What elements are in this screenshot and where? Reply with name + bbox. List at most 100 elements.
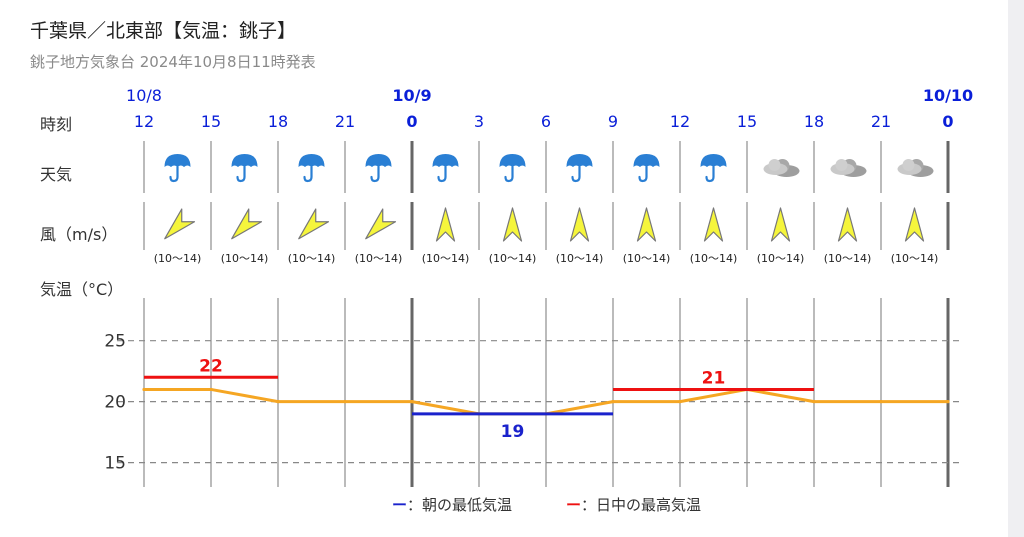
temperature-point [410, 400, 414, 404]
wind-arrow-shape [164, 208, 196, 240]
temperature-point [209, 387, 213, 392]
hour-tick-label: 21 [335, 112, 355, 131]
legend-max-swatch: ー [566, 496, 582, 514]
wind-speed-label: (10〜14) [757, 252, 805, 265]
wind-arrow-shape [703, 207, 724, 242]
umbrella-handle [504, 165, 514, 183]
wind-speed-label: (10〜14) [556, 252, 604, 265]
legend-max-label: ：日中の最高気温 [581, 496, 702, 514]
wind-direction-icon [770, 207, 791, 242]
wind-direction-icon [703, 207, 724, 242]
y-tick-label: 25 [104, 332, 126, 352]
umbrella-canopy [365, 154, 392, 167]
hour-tick-label: 21 [871, 112, 891, 131]
wind-arrow-shape [837, 207, 858, 242]
wind-arrow-shape [636, 207, 657, 242]
hour-tick-label: 18 [804, 112, 824, 131]
wind-speed-label: (10〜14) [154, 252, 202, 265]
umbrella-canopy [566, 154, 593, 167]
umbrella-canopy [164, 154, 191, 167]
cloud-icon [830, 159, 867, 177]
wind-direction-icon [435, 207, 456, 242]
date-label: 10/8 [126, 86, 162, 105]
min-temp-label: 19 [501, 422, 525, 442]
wind-speed-label: (10〜14) [891, 252, 939, 265]
rain-umbrella-icon [231, 154, 258, 183]
wind-direction-icon [904, 207, 925, 242]
wind-speed-label: (10〜14) [489, 252, 537, 265]
rain-umbrella-icon [499, 154, 526, 183]
wind-direction-icon [231, 208, 263, 240]
wind-direction-icon [365, 208, 397, 240]
y-tick-label: 20 [104, 393, 126, 413]
wind-speed-label: (10〜14) [355, 252, 403, 265]
wind-arrow-shape [904, 207, 925, 242]
wind-direction-icon [164, 208, 196, 240]
temperature-point [343, 400, 347, 404]
legend-max: ー：日中の最高気温 [566, 494, 701, 515]
wind-arrow-shape [435, 207, 456, 242]
umbrella-canopy [298, 154, 325, 167]
wind-direction-icon [502, 207, 523, 242]
wind-arrow-shape [569, 207, 590, 242]
page-subtitle: 銚子地方気象台 2024年10月8日11時発表 [30, 53, 316, 71]
temperature-point [276, 400, 280, 404]
umbrella-handle [370, 165, 380, 183]
wind-speed-label: (10〜14) [221, 252, 269, 265]
rain-umbrella-icon [633, 154, 660, 183]
umbrella-handle [638, 165, 648, 183]
umbrella-handle [571, 165, 581, 183]
date-label: 10/10 [923, 86, 973, 105]
umbrella-canopy [633, 154, 660, 167]
wind-direction-icon [569, 207, 590, 242]
legend-min-label: ：朝の最低気温 [407, 496, 513, 514]
hour-tick-label: 12 [670, 112, 690, 131]
hour-tick-label: 6 [541, 112, 551, 131]
wind-arrow-shape [502, 207, 523, 242]
wind-speed-label: (10〜14) [288, 252, 336, 265]
legend-min-swatch: ー [392, 496, 408, 514]
legend-min: ー：朝の最低気温 [392, 494, 512, 515]
wind-direction-icon [298, 208, 330, 240]
max-temp-label: 22 [199, 356, 223, 376]
wind-speed-label: (10〜14) [422, 252, 470, 265]
wind-speed-label: (10〜14) [623, 252, 671, 265]
temperature-point [812, 400, 816, 404]
rain-umbrella-icon [164, 154, 191, 183]
temperature-point [611, 400, 615, 404]
rain-umbrella-icon [365, 154, 392, 183]
page-title: 千葉県／北東部【気温：銚子】 [30, 20, 297, 42]
rain-umbrella-icon [566, 154, 593, 183]
wind-row-label: 風（m/s） [40, 225, 118, 244]
umbrella-handle [303, 165, 313, 183]
cloud-front-top [902, 159, 915, 171]
rain-umbrella-icon [432, 154, 459, 183]
hour-tick-label: 15 [737, 112, 757, 131]
hour-tick-label: 9 [608, 112, 618, 131]
umbrella-handle [437, 165, 447, 183]
wind-arrow-shape [298, 208, 330, 240]
umbrella-canopy [231, 154, 258, 167]
umbrella-handle [236, 165, 246, 183]
hour-tick-label: 18 [268, 112, 288, 131]
hour-tick-label: 15 [201, 112, 221, 131]
wind-arrow-shape [770, 207, 791, 242]
rain-umbrella-icon [298, 154, 325, 183]
wind-speed-label: (10〜14) [824, 252, 872, 265]
temperature-point [879, 400, 883, 404]
weather-row-label: 天気 [40, 165, 73, 184]
umbrella-canopy [700, 154, 727, 167]
hour-tick-label: 12 [134, 112, 154, 131]
y-tick-label: 15 [104, 454, 126, 474]
cloud-front-top [768, 159, 781, 171]
wind-speed-label: (10〜14) [690, 252, 738, 265]
time-row-label: 時刻 [40, 115, 73, 134]
hour-tick-label: 3 [474, 112, 484, 131]
date-label: 10/9 [392, 86, 431, 105]
right-edge-strip [1008, 0, 1024, 537]
cloud-front-top [835, 159, 848, 171]
wind-direction-icon [837, 207, 858, 242]
wind-direction-icon [636, 207, 657, 242]
umbrella-canopy [432, 154, 459, 167]
